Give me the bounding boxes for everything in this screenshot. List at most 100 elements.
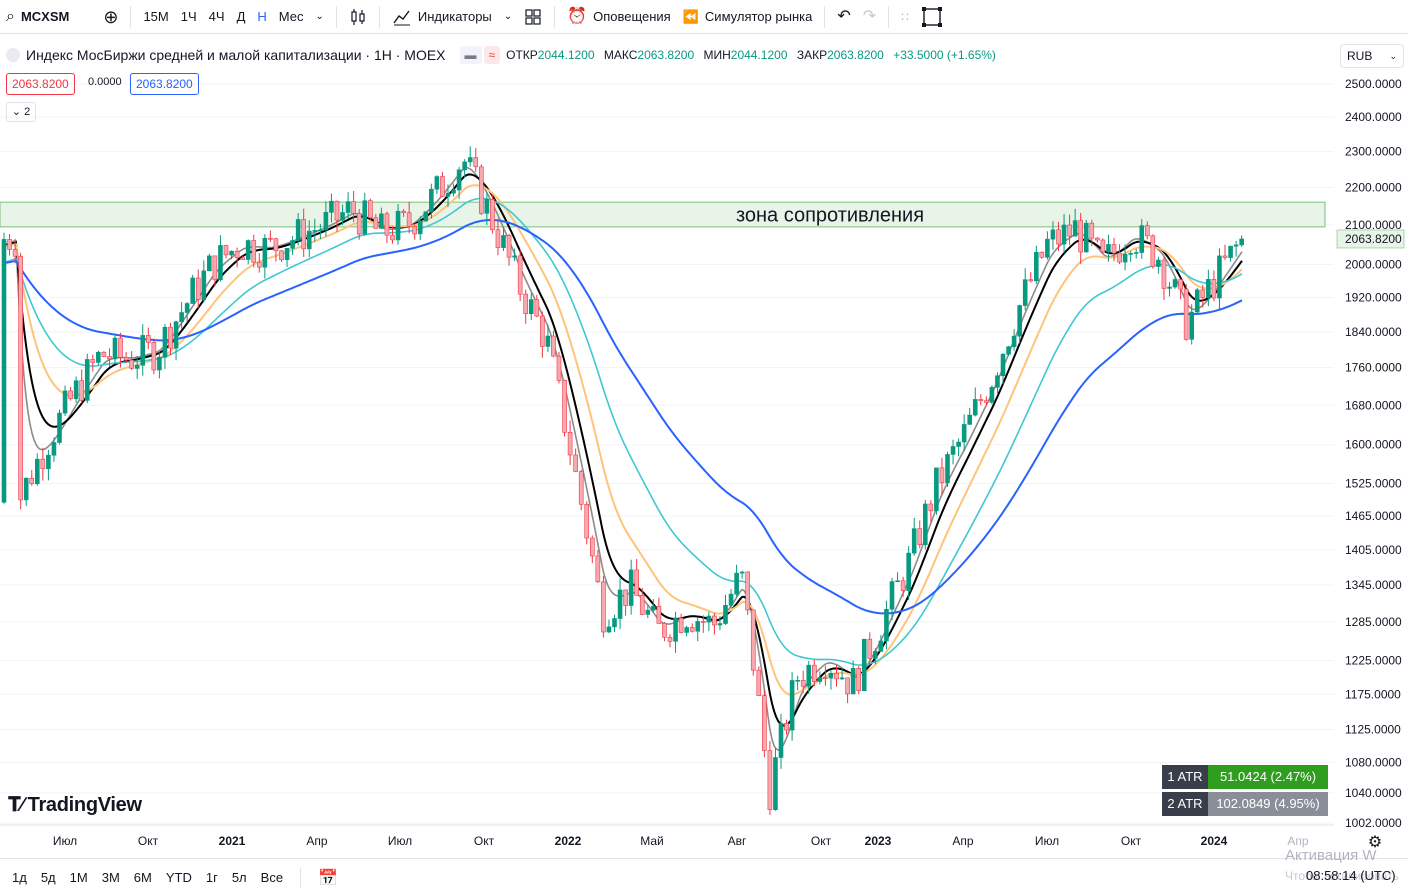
candle-body (884, 608, 889, 642)
redo-button[interactable]: ↷ (857, 0, 882, 34)
candle-body (306, 230, 312, 250)
fullscreen-button[interactable] (915, 0, 949, 34)
range-1m[interactable]: 1М (69, 870, 88, 885)
candle-body (490, 199, 495, 231)
candle-body (606, 626, 612, 633)
range-3m[interactable]: 3М (101, 870, 120, 885)
candle-body (367, 200, 373, 219)
price-tick-label: 1225.0000 (1345, 654, 1402, 668)
date-range-button[interactable]: 📅 (311, 868, 345, 888)
interval-1h[interactable]: 1Ч (180, 9, 197, 24)
candle-body (1200, 289, 1206, 299)
indicators-button[interactable]: Индикаторы (386, 0, 498, 34)
time-tick-label: Окт (811, 834, 832, 848)
undo-button[interactable]: ↶ (831, 0, 856, 34)
candle-body (762, 695, 767, 751)
candle-body (212, 255, 218, 281)
drag-dots-icon: ∷ (901, 9, 909, 24)
candle-body (612, 618, 617, 628)
change-value: +33.5000 (+1.65%) (893, 48, 996, 62)
candle-body (101, 351, 107, 357)
trend-icon[interactable]: ≈ (483, 46, 501, 64)
utc-clock[interactable]: 08:58:14 (UTC) (1306, 868, 1396, 883)
range-1d[interactable]: 1д (12, 870, 27, 885)
candle-body (84, 359, 90, 401)
candle-body (96, 351, 101, 363)
candle-body (107, 356, 112, 360)
candle-body (173, 321, 179, 349)
candle-body (90, 359, 96, 363)
indicator-count: 2 (24, 106, 31, 118)
ma-gray-line (3, 166, 1243, 751)
price-axis[interactable]: 2500.0000 2400.0000 2300.0000 2200.0000 2100… (1335, 35, 1408, 830)
candle-body (223, 245, 229, 256)
price-tick-label: 1002.0000 (1345, 816, 1402, 830)
interval-week[interactable]: Н (257, 9, 267, 24)
layouts-button[interactable] (518, 0, 548, 34)
candle-body (184, 303, 190, 313)
range-ytd[interactable]: YTD (165, 870, 192, 885)
candle-body (501, 235, 506, 248)
atr-2-label: 2 ATR (1162, 792, 1208, 816)
candle-body (706, 615, 712, 623)
candle-body (34, 458, 40, 485)
candle-body (256, 261, 262, 268)
indicators-dropdown[interactable]: ⌄ (498, 0, 518, 34)
time-tick-label: Май (640, 834, 664, 848)
last-price-label: 2063.8200 (1345, 232, 1402, 246)
chart-type-button[interactable] (343, 0, 373, 34)
candle-body (750, 609, 756, 671)
alerts-button[interactable]: ⏰ Оповещения (561, 0, 677, 34)
interval-month[interactable]: Мес (278, 9, 304, 24)
candle-body (689, 627, 695, 632)
candle-body (445, 192, 451, 197)
price-tick-label: 2100.0000 (1345, 218, 1402, 232)
candle-body (623, 589, 628, 606)
compare-button[interactable]: ⊕ (97, 0, 124, 34)
candle-body (1150, 235, 1156, 267)
interval-4h[interactable]: 4Ч (208, 9, 225, 24)
candle-body (517, 255, 523, 295)
collapse-indicators-button[interactable]: ⌄ 2 (6, 102, 36, 122)
candle-body (834, 672, 839, 680)
interval-15m[interactable]: 15М (143, 9, 169, 24)
time-tick-label: Июл (388, 834, 412, 848)
replay-button[interactable]: ⏪ Симулятор рынка (677, 0, 819, 34)
time-axis[interactable]: Июл Окт 2021 Апр Июл Окт 2022 Май Авг Окт 2023 Апр И… (0, 824, 1382, 851)
bid-price[interactable]: 2063.8200 (6, 73, 75, 95)
range-5d[interactable]: 5д (40, 870, 56, 885)
range-5y[interactable]: 5л (231, 870, 247, 885)
range-all[interactable]: Все (260, 870, 284, 885)
candle-body (1006, 346, 1011, 355)
interval-day[interactable]: Д (236, 9, 246, 24)
interval-dropdown[interactable]: ⌄ (309, 0, 329, 34)
range-6m[interactable]: 6М (133, 870, 152, 885)
candle-body (406, 212, 412, 227)
candle-body (917, 528, 923, 545)
candle-body (734, 572, 739, 595)
candle-body (1156, 259, 1161, 267)
candle-body (728, 593, 734, 606)
symbol-search[interactable]: ⌕ MCXSM (0, 0, 75, 34)
time-tick-label: Апр (306, 834, 328, 848)
resistance-zone-rect (0, 201, 1326, 228)
candle-body (1139, 225, 1145, 253)
visibility-toggle[interactable]: ▬ (459, 46, 482, 64)
price-tick-label: 1525.0000 (1345, 477, 1402, 491)
ask-price[interactable]: 2063.8200 (130, 73, 199, 95)
atr-1-value: 51.0424 (2.47%) (1208, 765, 1328, 789)
settings-gear-icon[interactable]: ⚙ (1368, 834, 1382, 851)
candle-body (906, 552, 911, 591)
drag-handle[interactable]: ∷ (895, 0, 915, 34)
price-chart[interactable]: зона сопротивления 2500.0000 2400.0000 230… (0, 35, 1408, 861)
candle-body (1233, 244, 1239, 247)
candle-body (922, 503, 928, 545)
range-1y[interactable]: 1г (205, 870, 218, 885)
activation-watermark-sub: Чтобы активировать (1285, 869, 1399, 883)
candle-body (1161, 259, 1167, 289)
currency-select[interactable]: RUB ⌄ (1340, 44, 1404, 68)
tradingview-logo[interactable]: 𝐓∕ TradingView (8, 794, 142, 816)
price-tick-label: 1920.0000 (1345, 290, 1402, 304)
fullscreen-icon (921, 6, 942, 27)
price-tick-label: 1840.0000 (1345, 325, 1402, 339)
